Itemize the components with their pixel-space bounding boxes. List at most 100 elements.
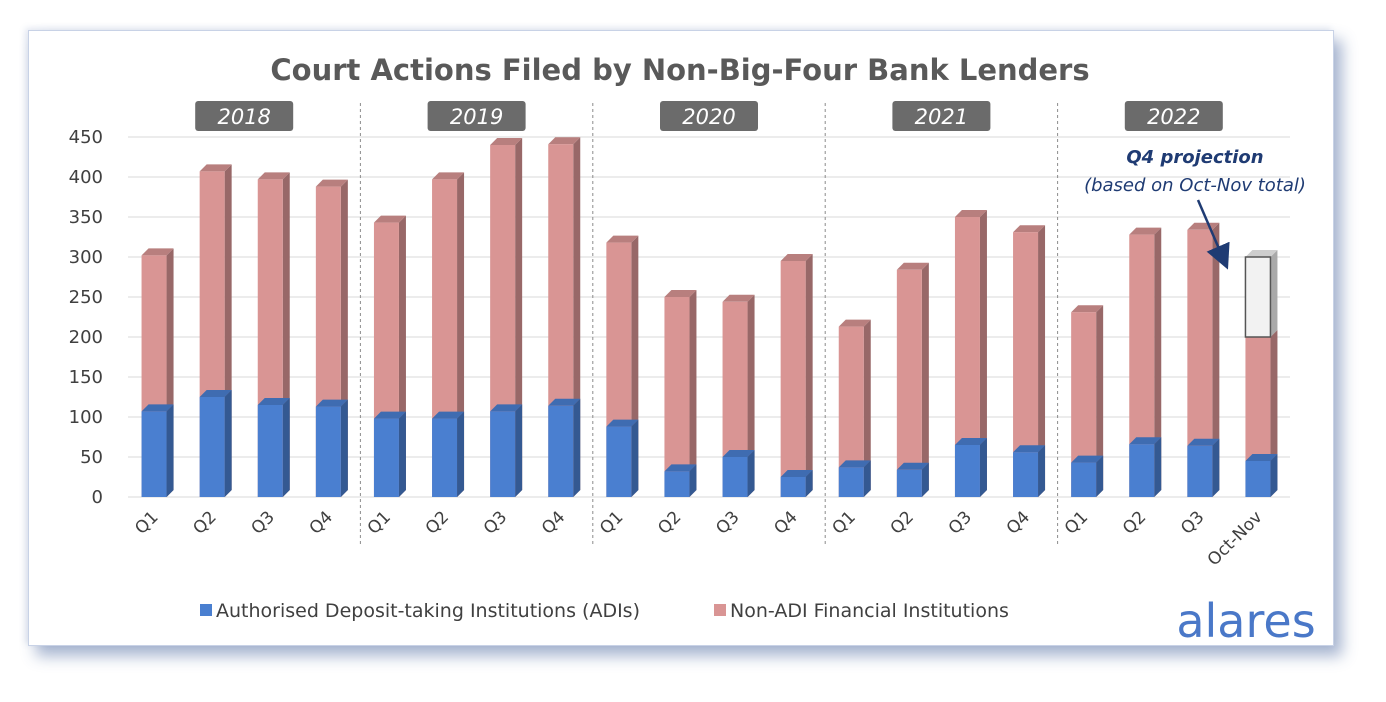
bar-non-adi-side [689,290,697,497]
bar-adi-side [398,411,406,497]
bar-non-adi [780,261,806,497]
x-tick-label: Q2 [1119,507,1150,538]
projection-title: Q4 projection [1126,147,1263,168]
x-tick-label: Q1 [1061,507,1092,538]
bar-non-adi-top [722,294,755,302]
bar-adi-side [1096,455,1104,497]
x-tick-label: Q1 [829,507,860,538]
bar-non-adi-top [606,235,639,243]
bar-non-adi-top [432,172,465,180]
bar-adi [373,418,399,497]
bar-adi [664,471,690,497]
x-tick-label: Q4 [770,507,801,538]
bar-adi-top [315,399,348,407]
bar-non-adi-top [780,254,813,261]
bar-non-adi-top [1071,305,1104,313]
bar-non-adi-top [257,172,290,180]
bar-adi [432,418,458,497]
bar-non-adi-top [838,319,871,327]
bars [141,137,1278,498]
alares-logo: alares [1176,594,1315,648]
x-tick-label: Q4 [538,507,569,538]
legend-label-non-adi: Non-ADI Financial Institutions [730,600,1009,622]
bar-non-adi-top [1013,225,1046,233]
projection-arrow [1196,199,1230,270]
bar-adi-top [373,411,406,419]
bar-adi-top [606,419,639,427]
bar-adi-side [1154,437,1162,497]
x-tick-label: Q2 [189,507,220,538]
bar-adi [1129,444,1155,497]
y-tick-label: 150 [69,367,103,388]
y-tick-label: 200 [69,327,103,348]
bar-adi-top [664,464,697,472]
bar-non-adi-top [373,215,406,223]
bar-adi-top [548,398,581,406]
bar-non-adi-top [954,210,987,217]
bar-non-adi-top [664,290,697,297]
bar-adi-side [979,438,987,497]
projection-annotation: Q4 projection (based on Oct-Nov total) [1084,147,1306,270]
bar-non-adi-top [199,164,232,172]
bar-non-adi-side [1154,227,1162,497]
bar-adi-top [1071,455,1104,463]
bar-adi-side [689,464,697,497]
x-tick-label: Q3 [945,507,976,538]
bar-non-adi-side [863,319,871,497]
bar-adi [722,457,748,497]
year-label: 2018 [217,105,270,129]
bar-adi-side [282,398,290,497]
legend: Authorised Deposit-taking Institutions (… [200,600,1009,622]
bar-non-adi-side [1212,222,1220,498]
bar-adi [141,411,167,497]
x-axis-ticks: Q1 Q2 Q3 Q4 Q1 Q2 Q3 Q4 Q1 Q2 Q3 Q4 Q1 Q2 Q3 Q4 Q1 Q2 Q3Oc… [131,507,1266,570]
y-tick-label: 100 [69,407,103,428]
x-tick-label: Q4 [306,507,337,538]
bar-adi [838,467,864,497]
x-tick-label: Q4 [1003,507,1034,538]
bar-non-adi-side [979,210,987,497]
bar-adi-side [863,460,871,497]
bar-adi-side [515,404,523,497]
bar-adi [780,477,806,497]
bar-adi-side [340,399,348,497]
bar-adi-top [780,470,813,477]
bar-non-adi-side [805,254,813,497]
bar-adi-top [838,460,871,468]
bar-adi-top [432,411,465,419]
bar-non-adi-top [490,138,523,145]
bar-non-adi-side [1038,225,1046,497]
y-tick-label: 350 [69,207,103,228]
bar-adi [1245,461,1271,497]
bar-non-adi-side [921,262,929,497]
bar-adi [1187,445,1213,497]
bar-adi [896,469,922,497]
bar-adi [199,397,225,497]
bar-non-adi-top [1129,227,1162,235]
bar-projection-top [1245,250,1278,257]
year-separators [359,103,1059,545]
bar-adi-side [166,404,174,497]
y-tick-label: 250 [69,287,103,308]
bar-adi [1071,462,1097,497]
y-tick-label: 450 [69,127,103,148]
bar-adi [1013,452,1039,497]
year-label: 2022 [1147,105,1200,129]
x-tick-label: Q3 [480,507,511,538]
year-label-bg [195,101,294,131]
year-labels: 2018 2019 2020 2021 2022 [195,101,1223,131]
x-tick-label: Q3 [248,507,279,538]
bar-adi-side [573,398,581,497]
year-label-bg [660,101,758,131]
bar-adi-top [490,404,523,412]
bar-adi [490,411,516,497]
y-tick-label: 0 [92,487,103,508]
y-tick-label: 400 [69,167,103,188]
y-tick-label: 300 [69,247,103,268]
x-tick-label: Q1 [131,507,162,538]
bar-non-adi-side [747,294,755,497]
bar-adi-top [896,462,929,470]
bar-adi-side [805,470,813,497]
x-tick-label: Q2 [654,507,685,538]
